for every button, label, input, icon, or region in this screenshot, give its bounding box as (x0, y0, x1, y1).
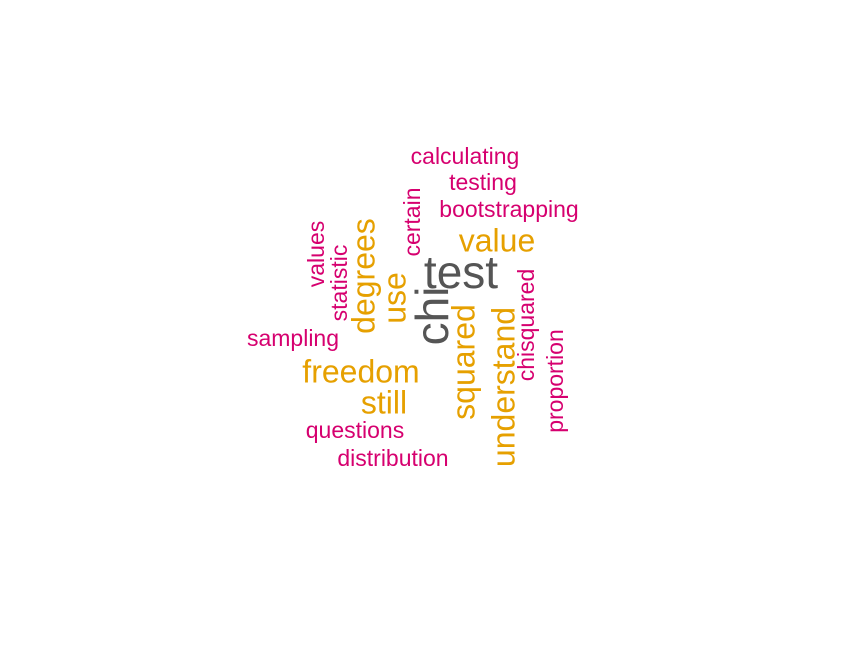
word-statistic: statistic (326, 245, 352, 322)
word-test: test (424, 246, 498, 298)
word-calculating: calculating (411, 143, 520, 169)
word-still: still (361, 384, 407, 420)
word-chi: chi (406, 287, 458, 346)
word-values: values (303, 221, 329, 287)
word-use: use (376, 272, 412, 324)
word-proportion: proportion (542, 329, 568, 433)
word-chisquared: chisquared (513, 269, 539, 382)
word-questions: questions (306, 417, 404, 443)
word-testing: testing (449, 169, 517, 195)
word-distribution: distribution (337, 445, 448, 471)
word-understand: understand (485, 307, 521, 467)
word-bootstrapping: bootstrapping (439, 196, 578, 222)
word-sampling: sampling (247, 325, 339, 351)
word-squared: squared (445, 304, 481, 420)
word-degrees: degrees (345, 218, 381, 334)
word-value: value (459, 222, 536, 258)
word-certain: certain (399, 187, 425, 256)
word-freedom: freedom (302, 353, 419, 389)
